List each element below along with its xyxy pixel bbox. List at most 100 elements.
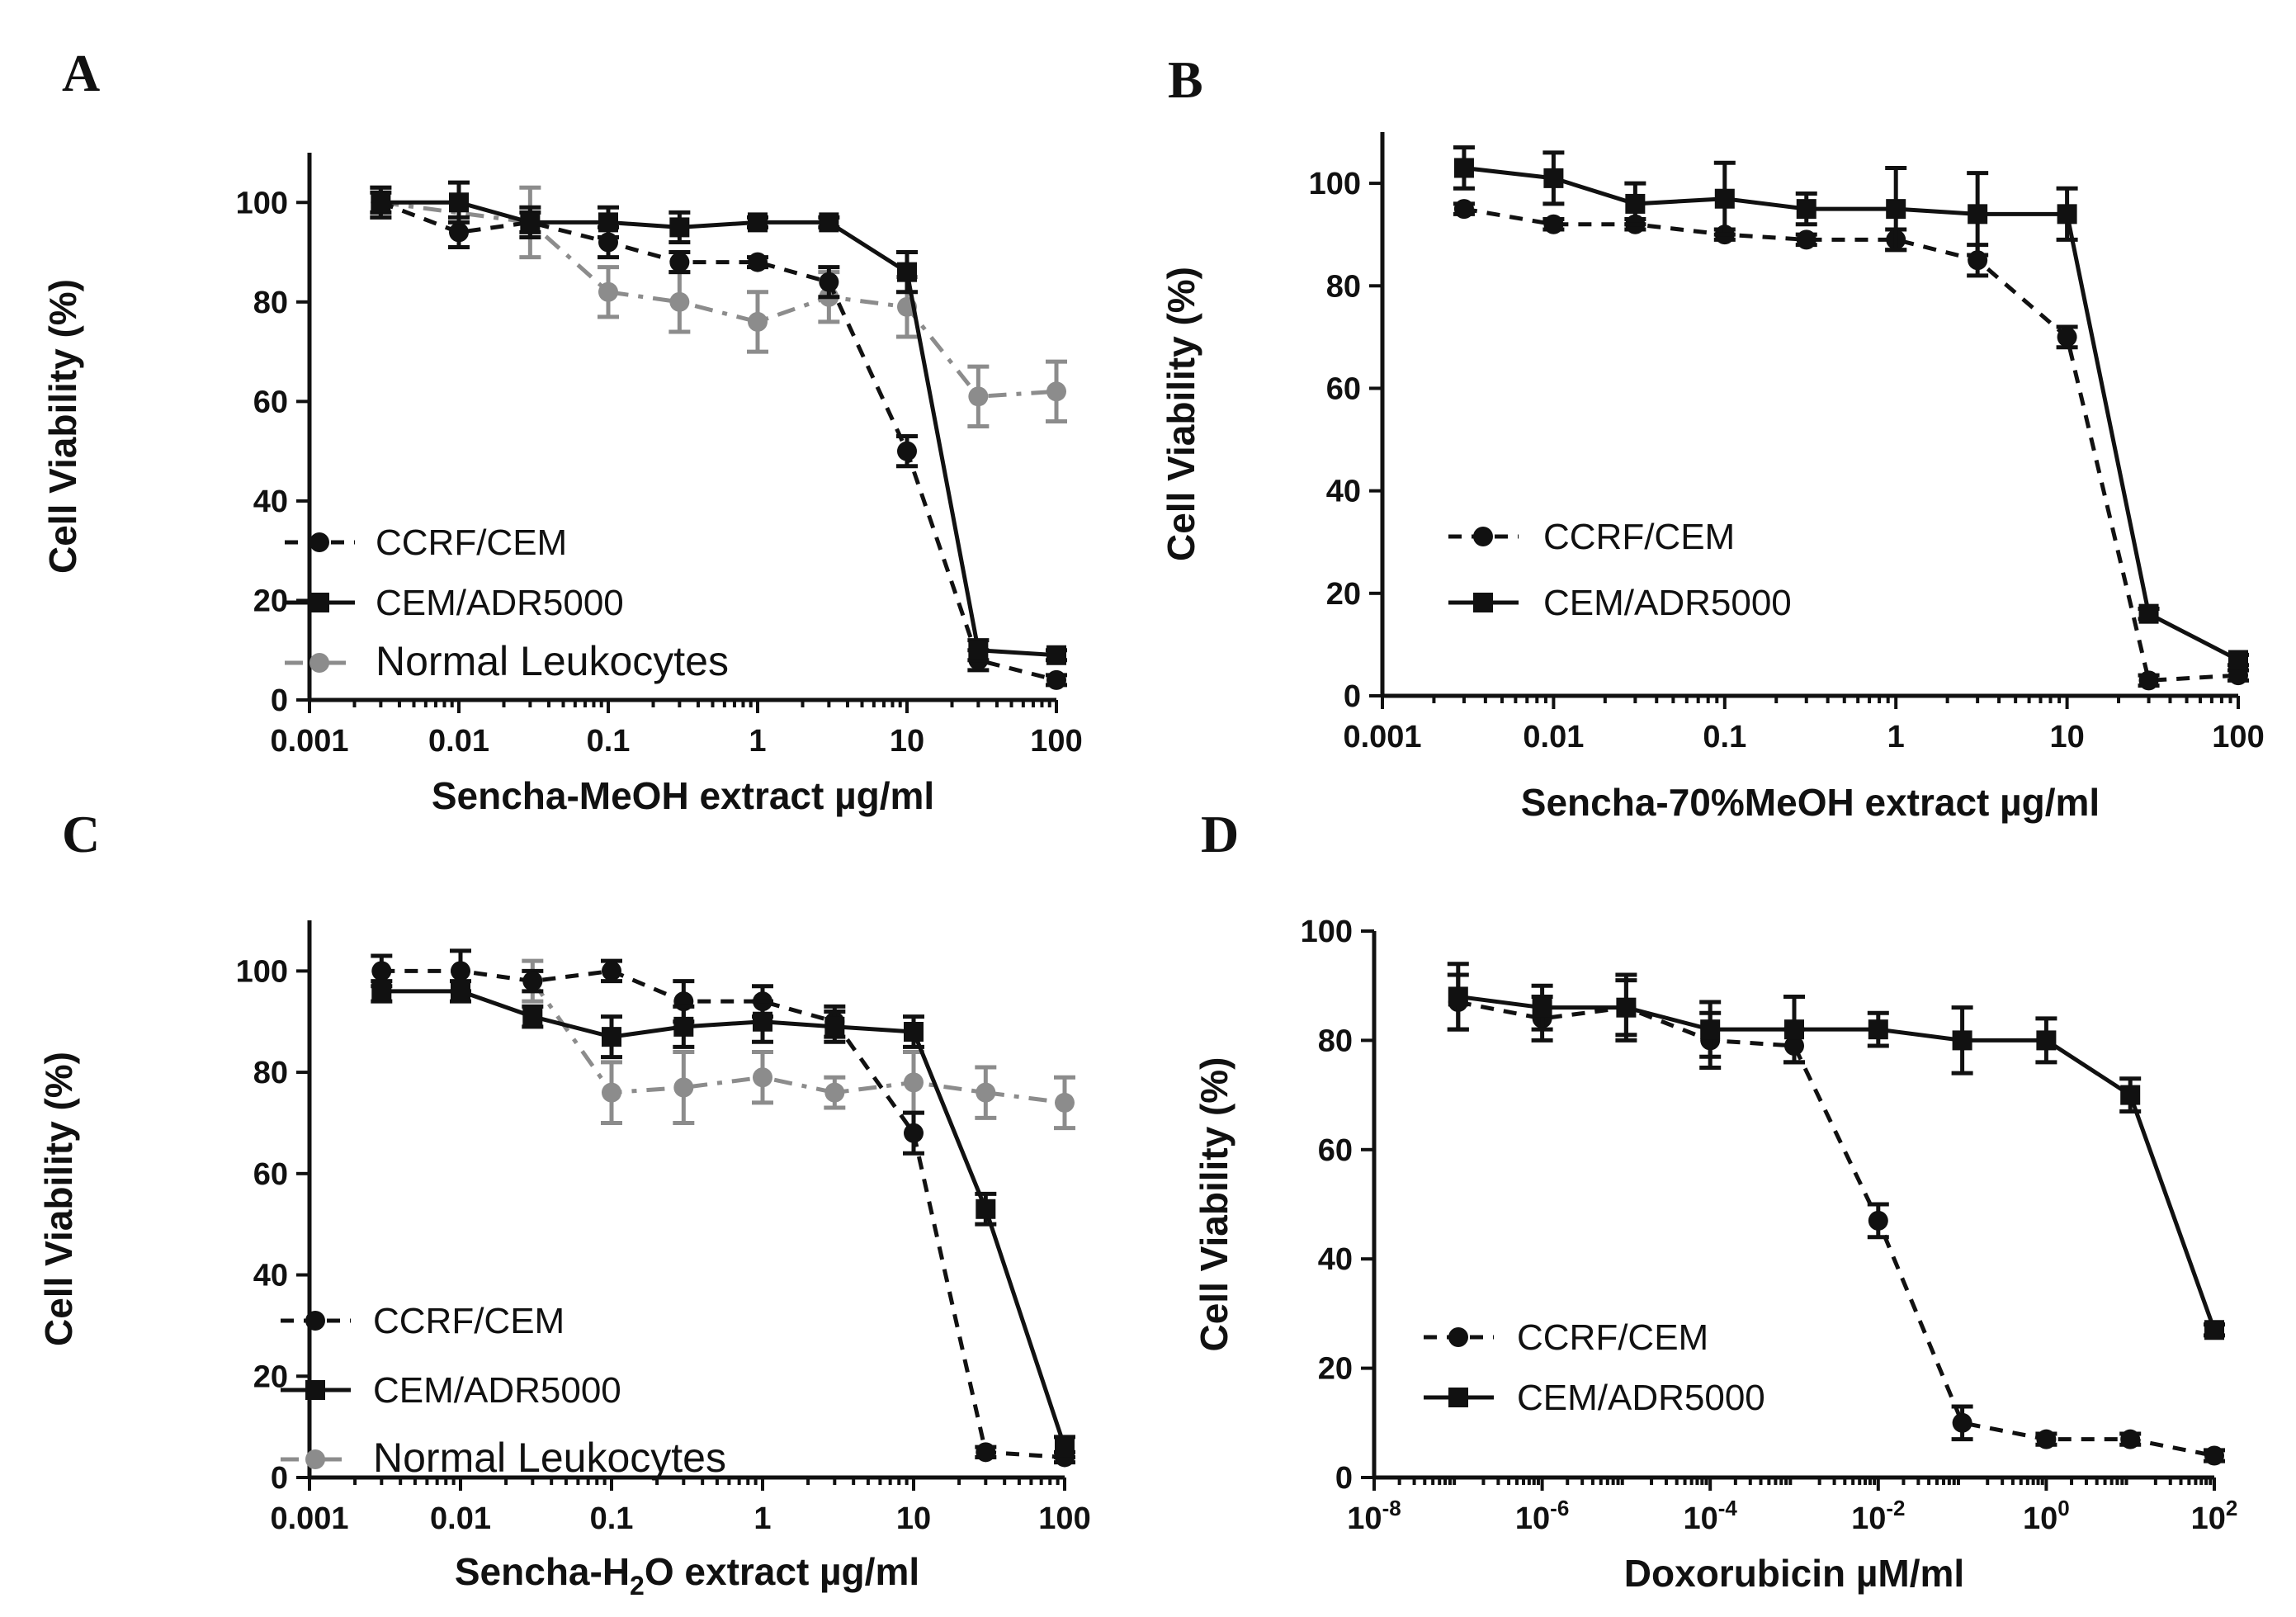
legend-label: Normal Leukocytes — [373, 1435, 726, 1481]
x-axis-title: Sencha-MeOH extract µg/ml — [432, 774, 934, 817]
data-point — [2057, 204, 2077, 225]
data-point — [371, 981, 392, 1001]
data-point — [2204, 1320, 2224, 1340]
data-point — [748, 311, 768, 332]
legend-swatch-marker — [1448, 1327, 1468, 1347]
x-tick-label: 0.1 — [587, 724, 631, 759]
series-line — [1463, 206, 2239, 683]
x-tick-label: 1 — [1887, 720, 1905, 754]
legend-label: CEM/ADR5000 — [1517, 1378, 1765, 1418]
data-point — [2120, 1085, 2141, 1105]
y-tick-label: 100 — [1309, 167, 1361, 201]
data-point — [673, 1016, 694, 1037]
data-point — [904, 1022, 924, 1042]
panel-letter: A — [62, 44, 100, 102]
data-point — [904, 1123, 924, 1143]
legend-item: CCRF/CEM — [1424, 1317, 1708, 1358]
series-line — [380, 200, 1057, 683]
x-tick-label: 0.001 — [270, 1501, 348, 1536]
series-line — [1457, 1000, 2215, 1458]
x-tick-label: 100 — [2212, 720, 2264, 754]
y-axis-title: Cell Viability (%) — [1193, 1057, 1235, 1351]
legend-label: CCRF/CEM — [1543, 517, 1735, 557]
x-tick-exponent: -8 — [1382, 1496, 1401, 1520]
series-cem-adr5000 — [1453, 145, 2249, 670]
data-point — [2138, 603, 2159, 624]
data-point — [1055, 1437, 1075, 1458]
y-tick-label: 80 — [253, 286, 288, 320]
y-tick-label: 20 — [1326, 577, 1361, 612]
y-tick-label: 0 — [271, 683, 288, 718]
y-tick-label: 0 — [271, 1461, 288, 1496]
x-tick-exponent: 2 — [2226, 1496, 2237, 1520]
x-tick-base: 10 — [1851, 1501, 1886, 1536]
x-tick-base: 10 — [1347, 1501, 1382, 1536]
panel-letter: B — [1168, 50, 1203, 109]
legend-swatch-marker — [305, 1449, 325, 1469]
data-point — [1616, 997, 1637, 1018]
x-tick-label: 0.1 — [590, 1501, 634, 1536]
panel-letter: C — [62, 805, 100, 863]
x-tick-exponent: -4 — [1718, 1496, 1738, 1520]
data-point — [968, 640, 989, 660]
data-point — [748, 252, 768, 272]
data-point — [1796, 199, 1816, 220]
data-point — [371, 192, 391, 213]
data-point — [1714, 188, 1735, 209]
data-point — [824, 1082, 845, 1103]
data-point — [748, 212, 768, 233]
legend-swatch-marker — [1448, 1388, 1468, 1407]
data-point — [2138, 670, 2159, 691]
y-axis-title: Cell Viability (%) — [37, 1052, 80, 1346]
data-point — [819, 272, 839, 292]
data-point — [2057, 327, 2077, 348]
legend-item: CCRF/CEM — [1448, 517, 1735, 557]
data-point — [1055, 1092, 1075, 1113]
data-point — [2204, 1445, 2224, 1466]
legend-item: CCRF/CEM — [281, 1301, 565, 1341]
series-line — [1457, 994, 2217, 1331]
x-axis-title: Sencha-70%MeOH extract µg/ml — [1521, 781, 2100, 824]
legend-swatch-marker — [305, 1311, 325, 1331]
data-point — [522, 1006, 543, 1027]
data-point — [2036, 1030, 2057, 1051]
data-point — [824, 1016, 845, 1037]
y-tick-label: 60 — [253, 385, 288, 419]
x-axis-title: Doxorubicin µM/ml — [1624, 1552, 1964, 1595]
data-point — [2120, 1429, 2141, 1449]
data-point — [1784, 1019, 1804, 1040]
x-tick-label: 10-6 — [1515, 1496, 1569, 1536]
legend: CCRF/CEM CEM/ADR5000 Normal Leukocytes — [281, 1301, 726, 1481]
y-tick-label: 100 — [236, 186, 288, 220]
x-axis-title-part: O extract µg/ml — [645, 1550, 919, 1593]
legend-swatch-marker — [309, 593, 329, 612]
data-point — [1868, 1019, 1888, 1040]
x-axis-title-subscript: 2 — [630, 1571, 645, 1600]
legend-item: Normal Leukocytes — [285, 638, 729, 684]
x-tick-label: 10 — [896, 1501, 931, 1536]
data-point — [669, 291, 690, 312]
data-point — [1625, 193, 1646, 214]
data-point — [976, 1442, 996, 1463]
data-point — [897, 441, 917, 461]
series-line — [381, 989, 1067, 1448]
legend-label: CCRF/CEM — [373, 1301, 565, 1341]
legend-item: Normal Leukocytes — [281, 1435, 726, 1481]
data-point — [819, 212, 839, 233]
y-tick-label: 60 — [1326, 371, 1361, 406]
data-point — [1453, 199, 1474, 220]
legend-item: CCRF/CEM — [285, 522, 567, 563]
series-normal-leukocytes — [522, 958, 1075, 1131]
x-tick-label: 0.01 — [428, 724, 489, 759]
legend: CCRF/CEM CEM/ADR5000 — [1424, 1317, 1765, 1418]
data-point — [451, 961, 470, 981]
legend-label: CEM/ADR5000 — [376, 583, 624, 623]
legend-item: CEM/ADR5000 — [285, 583, 624, 623]
data-point — [1543, 168, 1564, 188]
legend: CCRF/CEM CEM/ADR5000 — [1448, 517, 1792, 623]
series-line — [380, 200, 1057, 399]
y-tick-label: 60 — [1318, 1133, 1353, 1168]
